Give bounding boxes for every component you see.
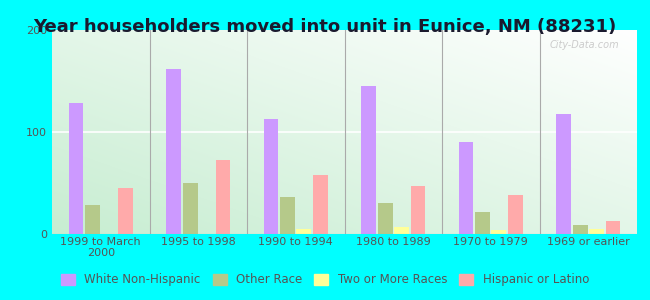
Text: Year householders moved into unit in Eunice, NM (88231): Year householders moved into unit in Eun…: [33, 18, 617, 36]
Bar: [475, 212, 490, 234]
Bar: [280, 197, 295, 234]
Bar: [85, 206, 100, 234]
Bar: [378, 203, 393, 234]
Bar: [361, 86, 376, 234]
Bar: [394, 227, 409, 234]
Bar: [216, 160, 231, 234]
Bar: [264, 119, 278, 234]
Text: City-Data.com: City-Data.com: [550, 40, 619, 50]
Bar: [491, 230, 506, 234]
Bar: [183, 183, 198, 234]
Bar: [589, 229, 604, 234]
Legend: White Non-Hispanic, Other Race, Two or More Races, Hispanic or Latino: White Non-Hispanic, Other Race, Two or M…: [56, 269, 594, 291]
Bar: [166, 69, 181, 234]
Bar: [296, 229, 311, 234]
Bar: [573, 225, 588, 234]
Bar: [459, 142, 473, 234]
Bar: [556, 114, 571, 234]
Bar: [411, 186, 425, 234]
Bar: [508, 195, 523, 234]
Bar: [68, 103, 83, 234]
Bar: [118, 188, 133, 234]
Bar: [313, 175, 328, 234]
Bar: [606, 221, 620, 234]
